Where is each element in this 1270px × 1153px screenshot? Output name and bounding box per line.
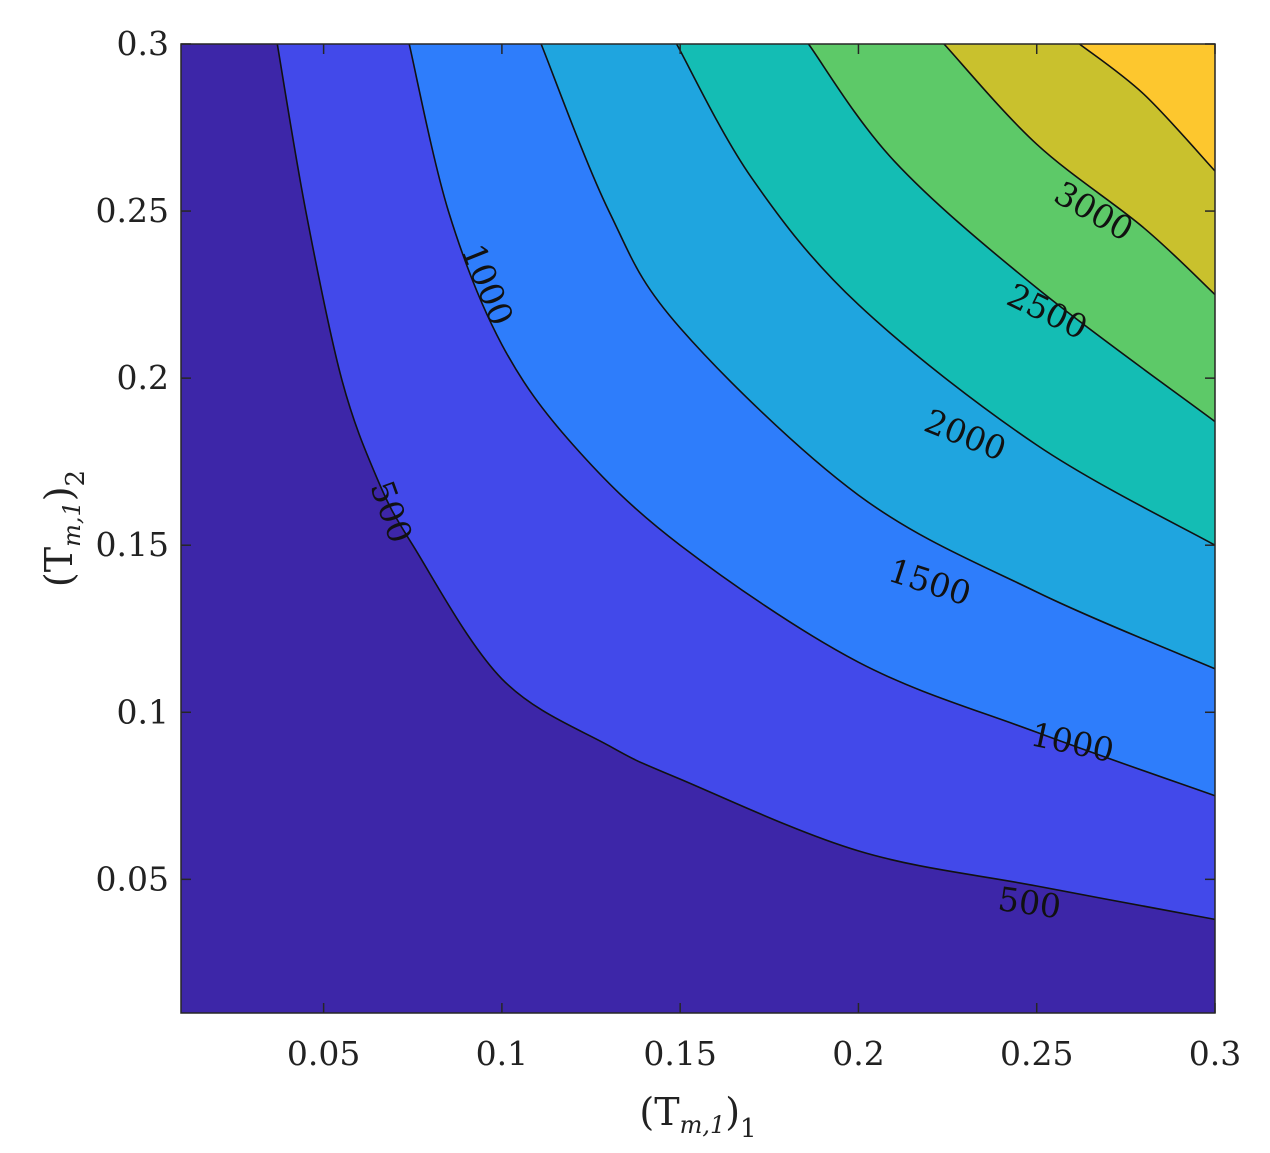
plot-frame [180, 43, 1216, 1014]
contour-line-1000 [408, 44, 1215, 797]
y-tick-label: 0.2 [117, 358, 169, 397]
y-tick-label: 0.25 [96, 191, 169, 230]
contour-region-above-3500 [1079, 44, 1215, 171]
y-axis-label-base: (T [37, 547, 81, 587]
filled-contour-regions [181, 44, 1215, 1013]
contour-line-1500 [540, 44, 1215, 670]
x-axis-label-sub: m,1 [680, 1111, 726, 1139]
y-axis-label: (Tm,1)2 [37, 470, 91, 587]
x-axis-label-base: (T [639, 1090, 679, 1134]
y-axis-label-close: ) [37, 486, 81, 501]
x-tick-label: 0.1 [476, 1034, 528, 1073]
contour-line-3500 [1079, 44, 1215, 172]
x-axis-label-index: 1 [740, 1114, 757, 1144]
contour-line-2500 [807, 44, 1215, 423]
x-tick-label: 0.25 [1000, 1034, 1073, 1073]
y-tick-label: 0.15 [96, 525, 169, 564]
contour-region-above-3000 [944, 44, 1215, 295]
x-tick-label: 0.2 [832, 1034, 884, 1073]
contour-lines [276, 44, 1215, 921]
contour-line-500 [276, 44, 1215, 921]
x-axis-label-close: ) [725, 1090, 740, 1134]
contour-line-3000 [943, 44, 1215, 296]
x-tick-label: 0.05 [287, 1034, 360, 1073]
y-axis-label-sub: m,1 [58, 501, 86, 547]
contour-label-500: 500 [996, 879, 1064, 926]
x-axis-ticks: 0.05 0.1 0.15 0.2 0.25 0.3 [287, 44, 1241, 1073]
y-tick-label: 0.1 [117, 692, 169, 731]
x-tick-label: 0.15 [643, 1034, 716, 1073]
y-tick-label: 0.05 [96, 859, 169, 898]
x-tick-label: 0.3 [1189, 1034, 1241, 1073]
contour-line-2000 [675, 44, 1215, 546]
y-axis-ticks: 0.05 0.1 0.15 0.2 0.25 0.3 [96, 24, 1215, 898]
y-axis-label-index: 2 [61, 470, 91, 487]
x-axis-label: (Tm,1)1 [639, 1090, 756, 1144]
y-tick-label: 0.3 [117, 24, 169, 63]
contour-label-group-5: 500 [996, 879, 1064, 926]
